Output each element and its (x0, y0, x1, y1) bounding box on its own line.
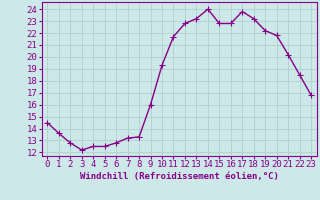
X-axis label: Windchill (Refroidissement éolien,°C): Windchill (Refroidissement éolien,°C) (80, 172, 279, 181)
